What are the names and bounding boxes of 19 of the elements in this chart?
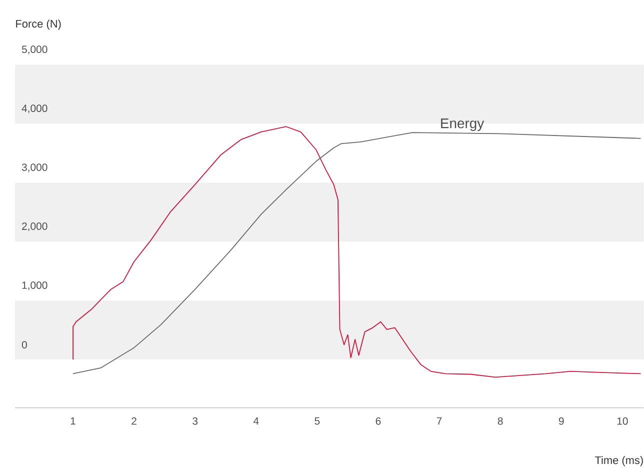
x-tick-label: 6 <box>376 417 381 425</box>
x-tick-label: 9 <box>558 417 564 425</box>
x-tick-label: 8 <box>498 417 503 425</box>
x-tick-label: 5 <box>314 417 320 425</box>
x-tick-label: 2 <box>132 417 136 425</box>
y-axis-title: Force (N) <box>16 20 61 30</box>
x-tick-label: 7 <box>436 417 442 425</box>
y-tick-label: 0 <box>22 341 27 349</box>
x-tick-label: 4 <box>253 417 259 425</box>
y-tick-label: 5,000 <box>22 46 48 54</box>
x-tick-label: 10 <box>617 417 628 425</box>
series-label: Energy <box>441 118 484 132</box>
x-tick-label: 1 <box>70 417 76 425</box>
y-tick-label: 3,000 <box>22 164 48 172</box>
x-axis-title: Time (ms) <box>594 456 643 466</box>
y-tick-label: 1,000 <box>22 282 48 290</box>
y-tick-label: 4,000 <box>22 104 48 114</box>
y-tick-label: 2,000 <box>22 222 48 232</box>
x-tick-label: 3 <box>192 417 198 425</box>
